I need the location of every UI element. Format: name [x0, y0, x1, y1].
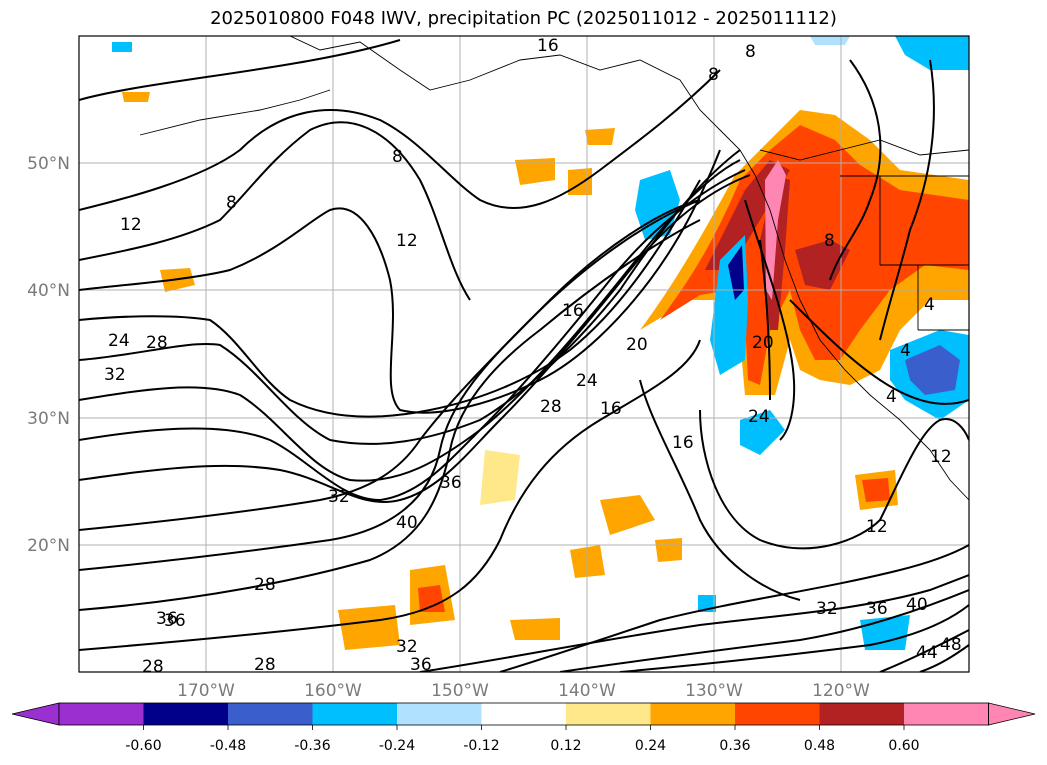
colorbar: -0.60 -0.48 -0.36 -0.24 -0.12 0.12 0.24 … [11, 702, 1036, 754]
contour-label: 28 [146, 333, 168, 353]
contour-label: 48 [940, 635, 962, 655]
contour-label: 12 [866, 517, 888, 537]
contour-label: 12 [396, 231, 418, 251]
coastlines [139, 36, 969, 501]
contour-label: 24 [108, 331, 130, 351]
colorbar-segment [59, 703, 144, 725]
lon-label: 140°W [558, 681, 616, 701]
lon-label: 120°W [812, 681, 870, 701]
colorbar-tick-label: 0.24 [635, 738, 666, 754]
colorbar-over-arrow [988, 702, 1036, 726]
colorbar-segment [566, 703, 651, 725]
contour-label: 12 [120, 215, 142, 235]
contour-label: 8 [708, 65, 719, 85]
contour-label: 8 [392, 147, 403, 167]
contour-label: 12 [930, 447, 952, 467]
colorbar-segment [228, 703, 313, 725]
map-area: 16 8 8 8 8 12 16 20 24 28 24 28 32 32 36… [79, 36, 969, 677]
colorbar-tick-label: 0.48 [804, 738, 835, 754]
lon-label: 160°W [304, 681, 362, 701]
contour-label: 8 [745, 42, 756, 62]
colorbar-segment [143, 703, 228, 725]
contour-label: 36 [866, 599, 888, 619]
lat-label: 50°N [27, 154, 70, 174]
colorbar-tick-label: 0.12 [550, 738, 581, 754]
colorbar-segment [650, 703, 735, 725]
contour-label: 32 [328, 487, 350, 507]
precip-shading [112, 36, 969, 650]
contour-label: 36 [410, 655, 432, 675]
contour-label: 4 [900, 341, 911, 361]
colorbar-tick-label: -0.48 [210, 738, 246, 754]
contour-label: 28 [540, 397, 562, 417]
contour-label: 44 [916, 643, 938, 663]
contour-label: 32 [396, 637, 418, 657]
contour-label: 28 [142, 657, 164, 677]
colorbar-tick-label: -0.60 [125, 738, 161, 754]
contour-label: 40 [396, 513, 418, 533]
contour-label: 36 [156, 609, 178, 629]
lon-label: 150°W [431, 681, 489, 701]
contour-label: 8 [226, 193, 237, 213]
contour-label: 20 [752, 333, 774, 353]
contour-label: 4 [924, 295, 935, 315]
lon-label: 170°W [177, 681, 235, 701]
colorbar-tick-label: -0.24 [379, 738, 415, 754]
contour-label: 4 [886, 387, 897, 407]
lat-label: 20°N [27, 536, 70, 556]
lon-label: 130°W [685, 681, 743, 701]
colorbar-under-arrow [11, 702, 60, 726]
longitude-labels: 170°W 160°W 150°W 140°W 130°W 120°W [177, 681, 870, 701]
contour-label: 32 [816, 599, 838, 619]
contour-label: 28 [254, 575, 276, 595]
contour-label: 24 [576, 371, 598, 391]
lat-label: 40°N [27, 281, 70, 301]
colorbar-tick-label: -0.36 [294, 738, 330, 754]
contour-label: 36 [164, 611, 186, 631]
contour-label: 16 [672, 433, 694, 453]
contour-label: 16 [600, 399, 622, 419]
lat-label: 30°N [27, 409, 70, 429]
colorbar-segment [904, 703, 989, 725]
colorbar-tick-label: 0.60 [888, 738, 919, 754]
contour-labels: 16 8 8 8 8 12 16 20 24 28 24 28 32 32 36… [104, 36, 962, 677]
contour-label: 20 [626, 335, 648, 355]
colorbar-segment [819, 703, 904, 725]
contour-label: 36 [440, 473, 462, 493]
contour-label: 32 [104, 365, 126, 385]
colorbar-segment [481, 703, 566, 725]
colorbar-segment [397, 703, 482, 725]
latitude-labels: 50°N 40°N 30°N 20°N [27, 154, 70, 556]
contour-label: 24 [748, 407, 770, 427]
gridlines [79, 36, 969, 672]
contour-label: 16 [537, 36, 559, 56]
map-frame [78, 35, 970, 673]
contour-label: 16 [562, 301, 584, 321]
contour-label: 8 [824, 231, 835, 251]
colorbar-tick-label: 0.36 [719, 738, 750, 754]
iwv-contours [79, 39, 969, 672]
contour-label: 40 [906, 595, 928, 615]
map-title: 2025010800 F048 IWV, precipitation PC (2… [210, 8, 837, 29]
colorbar-segment [312, 703, 397, 725]
colorbar-tick-label: -0.12 [463, 738, 499, 754]
colorbar-segment [735, 703, 820, 725]
contour-label: 28 [254, 655, 276, 675]
